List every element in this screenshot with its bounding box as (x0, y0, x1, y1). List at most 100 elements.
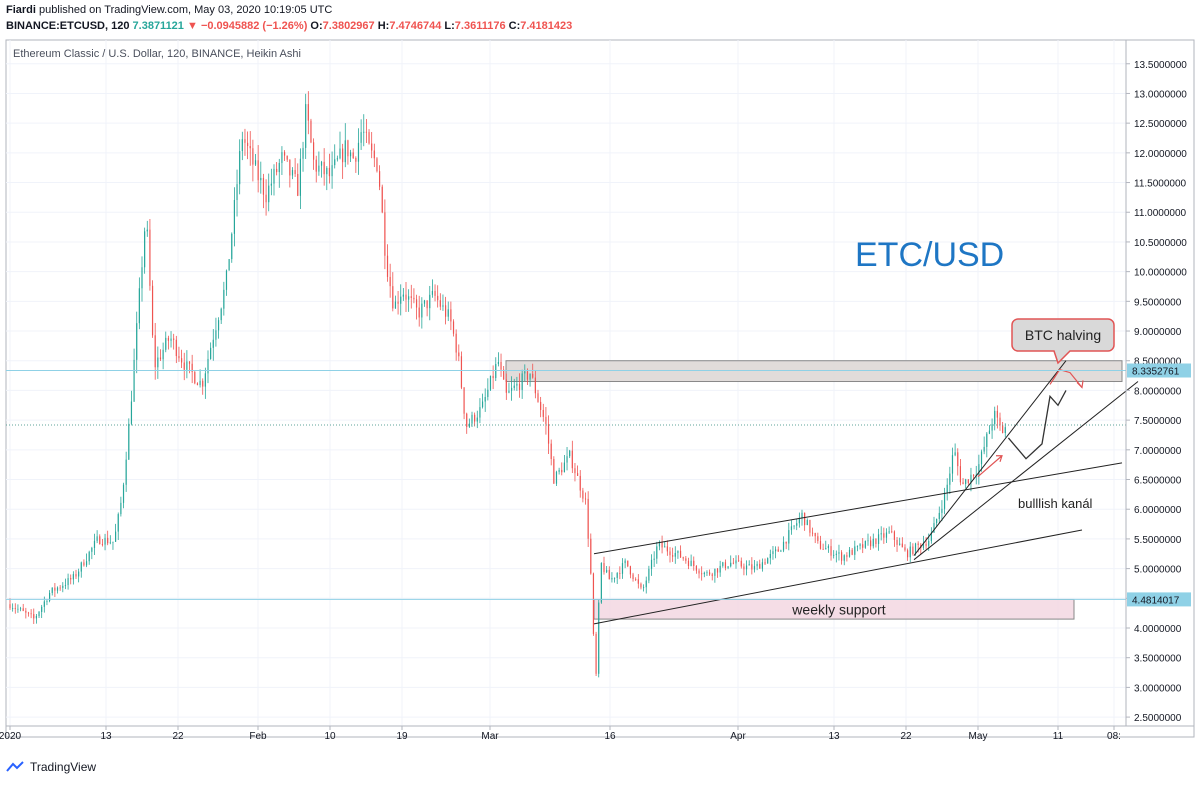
candle-body (175, 339, 177, 357)
candle-body (439, 300, 441, 307)
candle-body (978, 464, 980, 475)
candle-body (555, 471, 558, 484)
author-name[interactable]: Fiardi (6, 4, 36, 16)
candle-body (896, 539, 898, 545)
candle-body (289, 159, 291, 176)
candle-body (202, 380, 204, 387)
candle-body (141, 267, 143, 289)
candle-body (88, 551, 90, 562)
candle-body (569, 450, 571, 457)
candle-body (231, 233, 233, 260)
candle-body (352, 152, 354, 159)
candle-body (415, 299, 418, 308)
candle-body (669, 551, 671, 556)
candle-body (466, 413, 468, 427)
projection-path (1007, 390, 1067, 460)
candle-body (199, 380, 201, 386)
candle-body (115, 531, 117, 542)
candle-body (408, 296, 410, 300)
candle-body (600, 562, 602, 603)
candle-body (877, 534, 880, 544)
price-chart[interactable]: 13.5000000 13.0000000 12.5000000 12.0000000… (0, 36, 1200, 754)
candle-body (51, 587, 53, 593)
candle-body (194, 372, 196, 384)
candle-body (278, 162, 280, 173)
candle-body (379, 171, 381, 187)
candle-body (914, 543, 917, 554)
x-tick-label: Apr (730, 731, 746, 742)
callout-bubble (1011, 318, 1115, 365)
candle-body (698, 570, 700, 574)
candle-body (492, 375, 494, 379)
candle-body (360, 132, 362, 143)
candle-body (957, 452, 959, 467)
candle-body (532, 373, 534, 378)
y-tick-label: 2.5000000 (1134, 713, 1182, 724)
btc-halving-callout[interactable]: BTC halving (1011, 318, 1115, 365)
candle-body (658, 541, 661, 547)
y-tick-label: 10.0000000 (1134, 268, 1187, 279)
candle-body (996, 410, 998, 418)
candle-body (571, 450, 573, 469)
candle-body (173, 338, 175, 340)
candle-body (59, 587, 61, 589)
candle-body (481, 401, 484, 408)
price-level-label: 8.3352761 (1132, 367, 1180, 378)
candle-body (236, 184, 238, 201)
candle-body (912, 546, 914, 554)
candle-body (450, 309, 452, 322)
time-axis[interactable]: 2020 13 22 Feb 10 19 Mar 16 Apr 13 22 May 11 08: (0, 725, 1194, 742)
candle-body (796, 523, 798, 526)
candle-body (276, 168, 278, 173)
candle-body (907, 550, 909, 558)
candle-body (954, 452, 956, 456)
candle-body (212, 339, 214, 348)
candle-body (875, 538, 877, 544)
candle-body (822, 548, 824, 550)
x-tick-label: 16 (604, 731, 616, 742)
candle-body (49, 592, 51, 601)
candle-body (970, 474, 972, 484)
x-tick-label: 10 (324, 731, 336, 742)
candle-body (159, 357, 162, 360)
candle-body (936, 518, 938, 524)
price-axis[interactable]: 13.5000000 13.0000000 12.5000000 12.0000000… (1125, 40, 1191, 726)
candle-body (157, 357, 159, 368)
candle-body (825, 548, 827, 550)
candle-body (973, 474, 975, 477)
brand-name[interactable]: TradingView (30, 760, 97, 774)
candle-body (899, 543, 901, 545)
chart-frame (5, 39, 1195, 738)
candle-body (27, 612, 30, 614)
low-label: L: (444, 20, 455, 32)
candle-body (798, 518, 800, 524)
candle-body (431, 290, 433, 295)
candle-body (790, 526, 793, 531)
candle-body (632, 574, 634, 580)
resistance-zone (505, 360, 1123, 383)
candle-body (410, 296, 412, 298)
candle-body (112, 541, 114, 543)
candle-body (759, 563, 761, 569)
candle-body (328, 167, 331, 177)
candle-body (355, 158, 357, 162)
candle-body (249, 146, 251, 149)
candle-body (851, 549, 853, 555)
candle-body (537, 393, 539, 402)
candle-body (986, 433, 988, 447)
candle-body (738, 560, 740, 562)
candle-body (405, 294, 407, 300)
candle-body (17, 608, 19, 610)
candle-body (870, 540, 872, 547)
candle-body (885, 532, 888, 538)
candle-body (9, 604, 11, 609)
candle-body (545, 416, 547, 425)
y-tick-label: 3.5000000 (1134, 654, 1182, 665)
candle-body (811, 532, 814, 534)
candle-body (336, 158, 338, 160)
candle-body (183, 362, 185, 370)
y-tick-label: 10.5000000 (1134, 238, 1187, 249)
candle-body (909, 546, 911, 558)
candle-body (709, 572, 711, 575)
high-label: H: (377, 20, 390, 32)
